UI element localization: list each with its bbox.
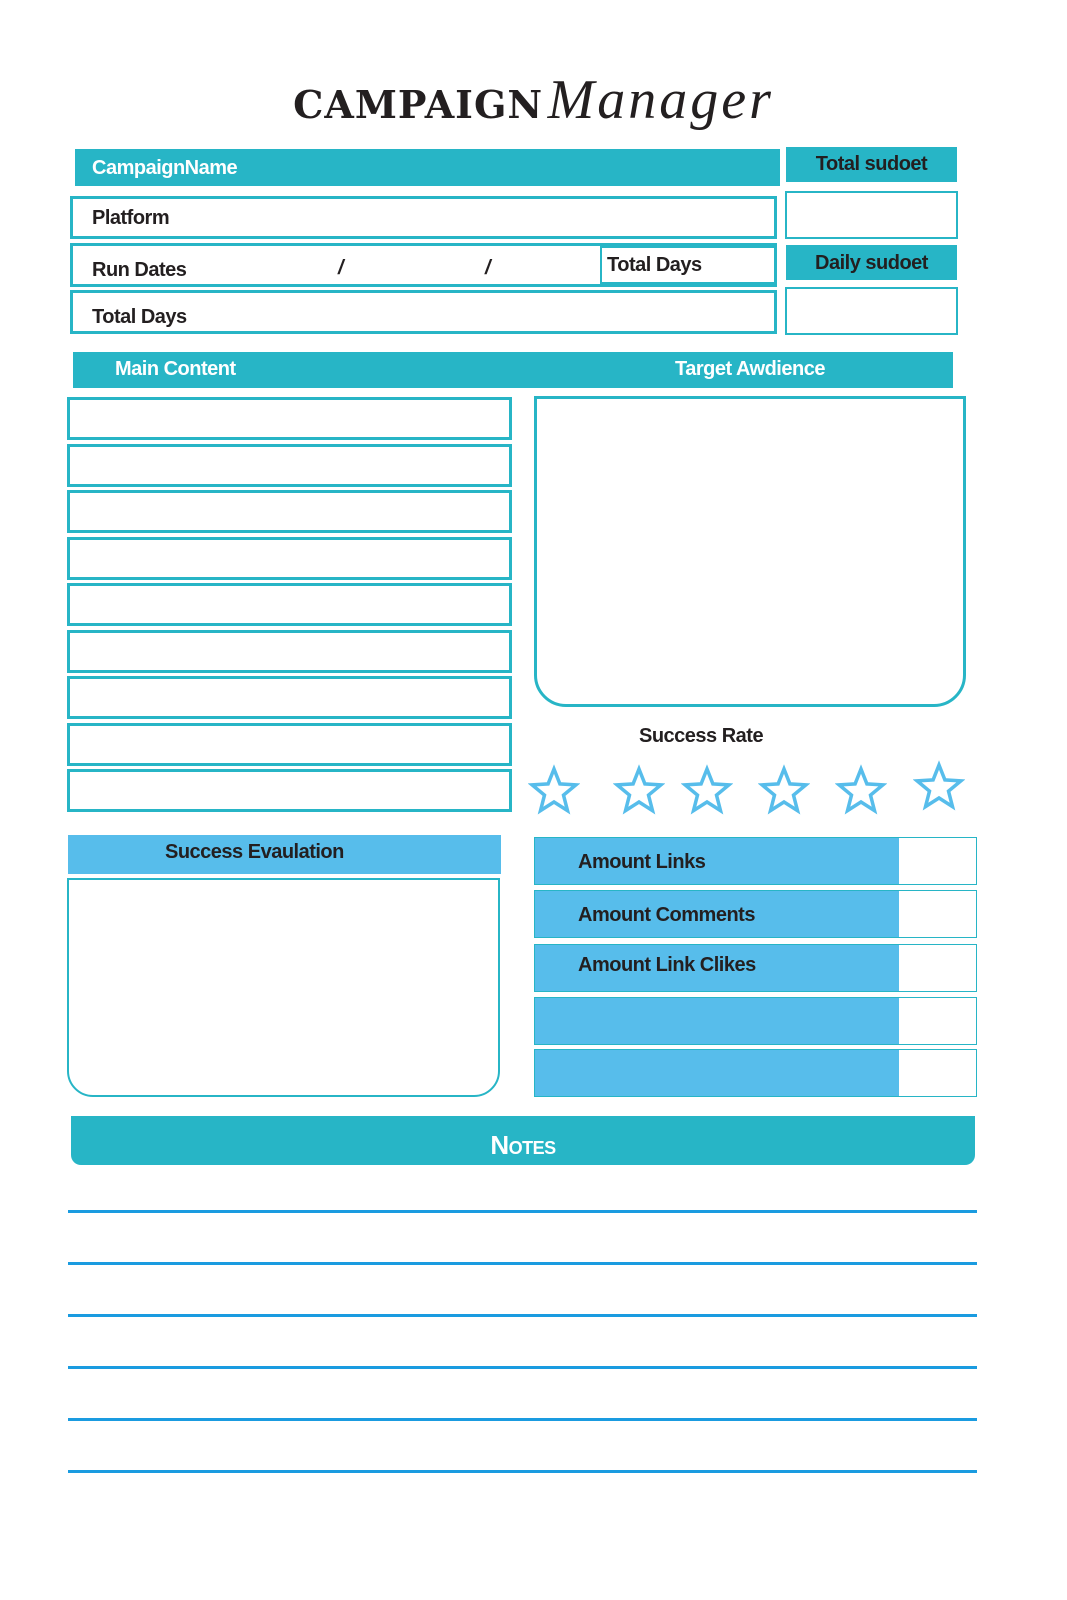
metric-value-field[interactable] xyxy=(899,1050,976,1096)
total-days-field[interactable]: Total Days xyxy=(70,290,777,334)
campaign-name-label: CampaignName xyxy=(92,157,238,179)
main-content-row[interactable] xyxy=(67,769,512,812)
main-content-row[interactable] xyxy=(67,443,512,487)
metric-row xyxy=(534,1049,977,1097)
run-dates-label: Run Dates xyxy=(92,259,187,281)
title-manager: Manager xyxy=(547,69,774,131)
main-content-row[interactable] xyxy=(67,722,512,766)
metric-label-cell xyxy=(535,1050,899,1096)
star-icon[interactable] xyxy=(681,764,733,816)
main-content-row[interactable] xyxy=(67,583,512,626)
notes-line[interactable] xyxy=(68,1418,977,1421)
metric-label-cell xyxy=(535,998,899,1044)
metric-value-field[interactable] xyxy=(899,945,976,991)
metric-label-cell: Amount Link Clikes xyxy=(535,945,899,991)
metric-value-field[interactable] xyxy=(899,891,976,937)
notes-label: Notes xyxy=(490,1130,556,1160)
star-icon[interactable] xyxy=(758,764,810,816)
daily-budget-header: Daily sudoet xyxy=(786,245,957,280)
total-budget-field[interactable] xyxy=(785,191,958,239)
metric-label: Amount Link Clikes xyxy=(578,954,756,976)
total-days-inline-field[interactable]: Total Days xyxy=(600,246,776,284)
metric-label: Amount Links xyxy=(578,851,706,873)
daily-budget-label: Daily sudoet xyxy=(815,252,928,274)
metric-row: Amount Link Clikes xyxy=(534,944,977,992)
notes-line[interactable] xyxy=(68,1314,977,1317)
notes-line[interactable] xyxy=(68,1470,977,1473)
success-evaluation-label: Success Evaulation xyxy=(165,841,344,863)
platform-field[interactable]: Platform xyxy=(70,196,777,239)
title-campaign: CAMPAIGN xyxy=(293,82,544,127)
metric-label-cell: Amount Links xyxy=(535,838,899,884)
metric-row: Amount Links xyxy=(534,837,977,885)
section-header-bar: Main Content Target Awdience xyxy=(73,352,953,388)
success-evaluation-header: Success Evaulation xyxy=(68,835,501,874)
target-audience-heading: Target Awdience xyxy=(675,358,825,380)
success-evaluation-field[interactable] xyxy=(67,878,500,1097)
success-rate-label: Success Rate xyxy=(639,725,764,747)
main-content-row[interactable] xyxy=(67,536,512,580)
main-content-row[interactable] xyxy=(67,397,512,440)
notes-line[interactable] xyxy=(68,1366,977,1369)
metric-label: Amount Comments xyxy=(578,904,755,926)
metric-value-field[interactable] xyxy=(899,998,976,1044)
metric-row xyxy=(534,997,977,1045)
notes-line[interactable] xyxy=(68,1210,977,1213)
star-icon[interactable] xyxy=(835,764,887,816)
target-audience-field[interactable] xyxy=(534,396,966,707)
main-content-row[interactable] xyxy=(67,676,512,719)
notes-line[interactable] xyxy=(68,1262,977,1265)
star-icon[interactable] xyxy=(528,764,580,816)
date-separator: / xyxy=(338,257,344,279)
notes-header: Notes xyxy=(71,1116,975,1165)
total-days-label: Total Days xyxy=(92,306,187,328)
date-separator: / xyxy=(485,257,491,279)
run-dates-field[interactable]: Run Dates / / Total Days xyxy=(70,243,777,287)
main-content-row[interactable] xyxy=(67,629,512,673)
daily-budget-field[interactable] xyxy=(785,287,958,335)
total-budget-header: Total sudoet xyxy=(786,147,957,182)
campaign-name-field[interactable]: CampaignName xyxy=(75,149,780,186)
star-icon[interactable] xyxy=(913,760,965,812)
total-days-inline-label: Total Days xyxy=(607,254,702,276)
main-content-heading: Main Content xyxy=(115,358,236,380)
total-budget-label: Total sudoet xyxy=(815,153,928,175)
page-title: CAMPAIGN Manager xyxy=(0,68,1067,132)
platform-label: Platform xyxy=(92,207,170,229)
metric-label-cell: Amount Comments xyxy=(535,891,899,937)
star-icon[interactable] xyxy=(613,764,665,816)
main-content-row[interactable] xyxy=(67,490,512,533)
metric-value-field[interactable] xyxy=(899,838,976,884)
metric-row: Amount Comments xyxy=(534,890,977,938)
